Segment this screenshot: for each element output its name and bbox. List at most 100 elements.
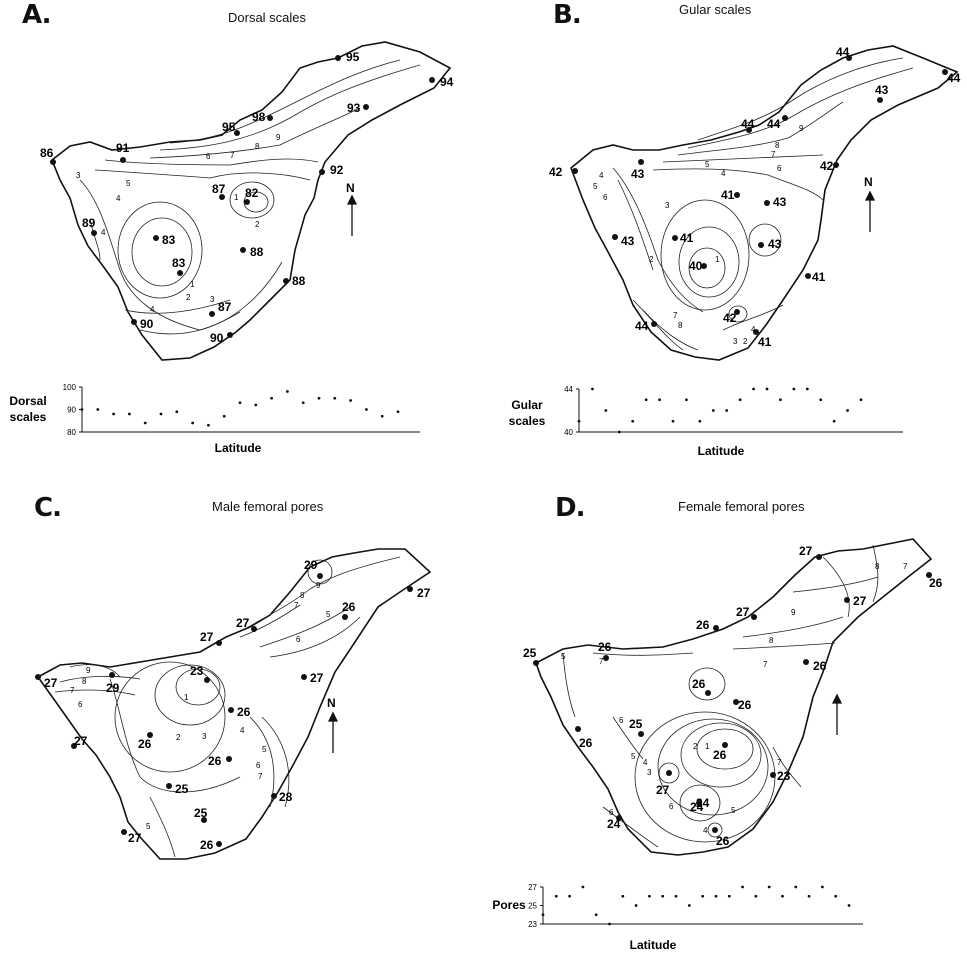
island-map: 29 27 26 27 27 27 27 29 23 26 27 26 26 2…	[35, 548, 432, 860]
x-axis-label: Latitude	[630, 938, 677, 952]
svg-text:9: 9	[316, 581, 321, 590]
svg-text:2: 2	[176, 733, 181, 742]
svg-text:90: 90	[210, 331, 224, 345]
svg-text:7: 7	[777, 758, 782, 767]
svg-text:6: 6	[296, 635, 301, 644]
data-point	[568, 894, 572, 898]
panel-letter: C.	[34, 493, 62, 523]
svg-text:6: 6	[206, 152, 211, 161]
svg-text:82: 82	[245, 186, 259, 200]
data-point	[594, 913, 598, 917]
data-point	[238, 401, 242, 405]
data-point	[380, 414, 384, 418]
y-tick-label: 44	[564, 385, 573, 394]
site-dots	[533, 554, 932, 833]
data-point	[608, 922, 611, 926]
svg-text:3: 3	[202, 732, 207, 741]
svg-text:23: 23	[777, 769, 791, 783]
data-point	[847, 904, 851, 907]
data-point	[621, 894, 625, 898]
svg-text:44: 44	[836, 45, 850, 59]
data-point	[270, 396, 273, 400]
svg-text:8: 8	[678, 321, 683, 330]
data-point	[644, 398, 648, 402]
data-point	[222, 414, 226, 418]
svg-text:7: 7	[763, 660, 768, 669]
svg-text:9: 9	[276, 133, 281, 142]
panel-b: B. Gular scales	[483, 0, 967, 477]
data-point	[577, 419, 581, 423]
data-point	[711, 409, 715, 412]
svg-text:6: 6	[256, 761, 261, 770]
svg-text:9: 9	[799, 124, 804, 133]
data-point	[159, 412, 163, 416]
data-point	[674, 894, 678, 898]
svg-text:42: 42	[723, 311, 737, 325]
svg-text:88: 88	[250, 245, 264, 259]
data-point	[661, 894, 665, 898]
svg-text:83: 83	[162, 233, 176, 247]
contour-lines	[54, 556, 401, 858]
contour-labels: 9 8 7 6 5 9 8 7 6 1 2 3 4 5 6 7 5	[70, 581, 331, 831]
svg-text:4: 4	[240, 726, 245, 735]
svg-text:1: 1	[190, 280, 195, 289]
svg-text:3: 3	[76, 171, 81, 180]
data-point	[191, 421, 195, 425]
data-point	[143, 421, 147, 425]
svg-text:8: 8	[769, 636, 774, 645]
svg-text:6: 6	[609, 808, 614, 817]
svg-text:27: 27	[799, 544, 813, 558]
x-axis-label: Latitude	[698, 444, 745, 458]
svg-text:5: 5	[262, 745, 267, 754]
contour-labels: 8 7 9 8 7 5 7 6 5 4 3 2 1 6 5 4 6 7	[561, 562, 908, 835]
svg-text:28: 28	[279, 790, 293, 804]
data-point	[701, 894, 705, 898]
svg-text:27: 27	[736, 605, 750, 619]
svg-text:5: 5	[561, 652, 566, 661]
svg-text:5: 5	[705, 160, 710, 169]
site-dots	[35, 573, 413, 847]
svg-text:43: 43	[621, 234, 635, 248]
svg-text:7: 7	[258, 772, 263, 781]
data-point	[846, 409, 849, 412]
data-point	[727, 894, 731, 898]
data-point	[658, 398, 661, 402]
data-point	[820, 885, 824, 889]
svg-text:3: 3	[647, 768, 652, 777]
data-point	[807, 894, 811, 898]
y-tick-label: 40	[564, 428, 573, 437]
data-point	[207, 423, 210, 427]
data-point	[738, 398, 742, 402]
svg-text:27: 27	[310, 671, 324, 685]
svg-text:4: 4	[150, 305, 155, 314]
data-point	[779, 398, 782, 402]
svg-text:26: 26	[200, 838, 214, 852]
data-point	[687, 904, 691, 907]
data-point	[604, 409, 608, 412]
svg-text:98: 98	[252, 110, 266, 124]
data-point	[754, 894, 758, 898]
island-map: 27 26 27 27 26 26 26 25 26 26 26 25 26 2…	[523, 538, 943, 856]
svg-text:5: 5	[731, 806, 736, 815]
svg-text:23: 23	[190, 664, 204, 678]
data-point	[834, 894, 838, 898]
svg-text:27: 27	[236, 616, 250, 630]
x-axis-label: Latitude	[215, 441, 262, 455]
svg-text:44: 44	[767, 117, 781, 131]
plot-axes	[542, 887, 863, 925]
island-outline	[51, 41, 452, 361]
north-arrow	[346, 194, 358, 236]
data-point	[617, 430, 621, 434]
data-point	[349, 399, 352, 402]
site-labels: 44 44 43 44 44 42 42 43 41 43 43 41 43 4…	[549, 45, 961, 349]
y-axis-label: scales	[10, 410, 47, 424]
svg-text:91: 91	[116, 141, 130, 155]
data-points	[541, 885, 851, 926]
contour-labels: 9 8 7 6 5 4 3 2 1 7 8 4 3 2 4 5 6	[593, 124, 804, 346]
svg-text:89: 89	[82, 216, 96, 230]
svg-text:25: 25	[629, 717, 643, 731]
svg-text:29: 29	[304, 558, 318, 572]
data-point	[333, 396, 337, 400]
svg-text:6: 6	[669, 802, 674, 811]
data-point	[581, 885, 585, 889]
